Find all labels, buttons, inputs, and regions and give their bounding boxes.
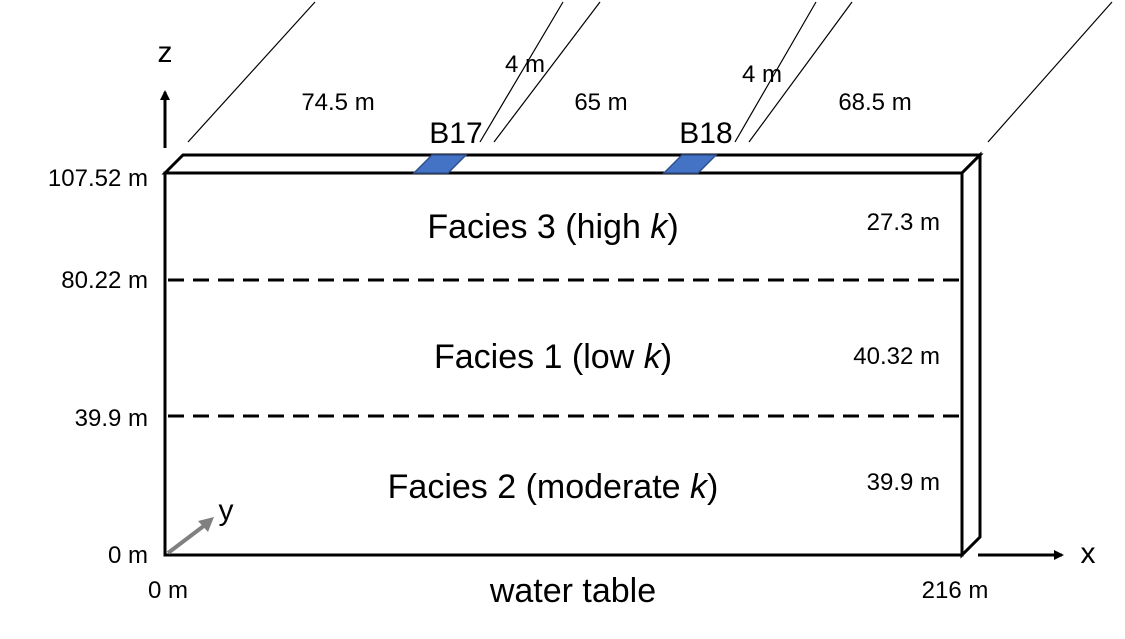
y-axis-arrowhead [198,517,214,532]
spacing-labels: 74.5 m 65 m 68.5 m [301,89,911,116]
y-axis: y [166,494,234,555]
well-b18-width: 4 m [742,61,782,88]
z-tick-80: 80.22 m [61,267,148,294]
wells [412,154,718,174]
x-axis-label: x [1081,537,1096,570]
facies-2-thickness: 39.9 m [867,469,940,496]
facies-1-label: Facies 1 (low k) [434,338,672,376]
facies-3-label: Facies 3 (high k) [427,208,678,246]
facies-3-thickness: 27.3 m [867,209,940,236]
facies-boundaries [168,278,960,418]
well-b18-label: B18 [679,117,732,150]
well-b17-width: 4 m [505,51,545,78]
z-axis-label: z [158,36,173,69]
facies-labels: Facies 3 (high k) Facies 1 (low k) Facie… [388,208,719,506]
well-labels: B17 B18 4 m 4 m [429,51,782,150]
facies-1-thickness: 40.32 m [853,343,940,370]
x-tick-0: 0 m [148,577,188,604]
spacing-left: 74.5 m [301,89,374,116]
well-b17-label: B17 [429,117,482,150]
z-axis: z [158,36,173,148]
x-axis: x [978,537,1096,570]
x-tick-labels: 0 m 216 m [148,577,988,604]
y-axis-arrow [166,523,207,555]
x-tick-216: 216 m [922,577,989,604]
well-marker-b17 [412,154,468,174]
aquifer-block [161,151,984,559]
z-tick-labels: 107.52 m 80.22 m 39.9 m 0 m [48,165,148,569]
water-table-label: water table [489,572,656,610]
y-axis-label: y [219,494,234,527]
facies-2-label: Facies 2 (moderate k) [388,468,719,506]
spacing-middle: 65 m [574,89,627,116]
perspective-lines [187,1,1113,143]
z-tick-39: 39.9 m [75,405,148,432]
z-tick-107: 107.52 m [48,165,148,192]
spacing-right: 68.5 m [838,89,911,116]
z-tick-0: 0 m [108,542,148,569]
block-front-face [163,171,964,557]
block-side-face [960,151,982,559]
block-top-face [161,153,984,175]
thickness-labels: 27.3 m 40.32 m 39.9 m [853,209,940,496]
well-marker-b18 [662,154,718,174]
